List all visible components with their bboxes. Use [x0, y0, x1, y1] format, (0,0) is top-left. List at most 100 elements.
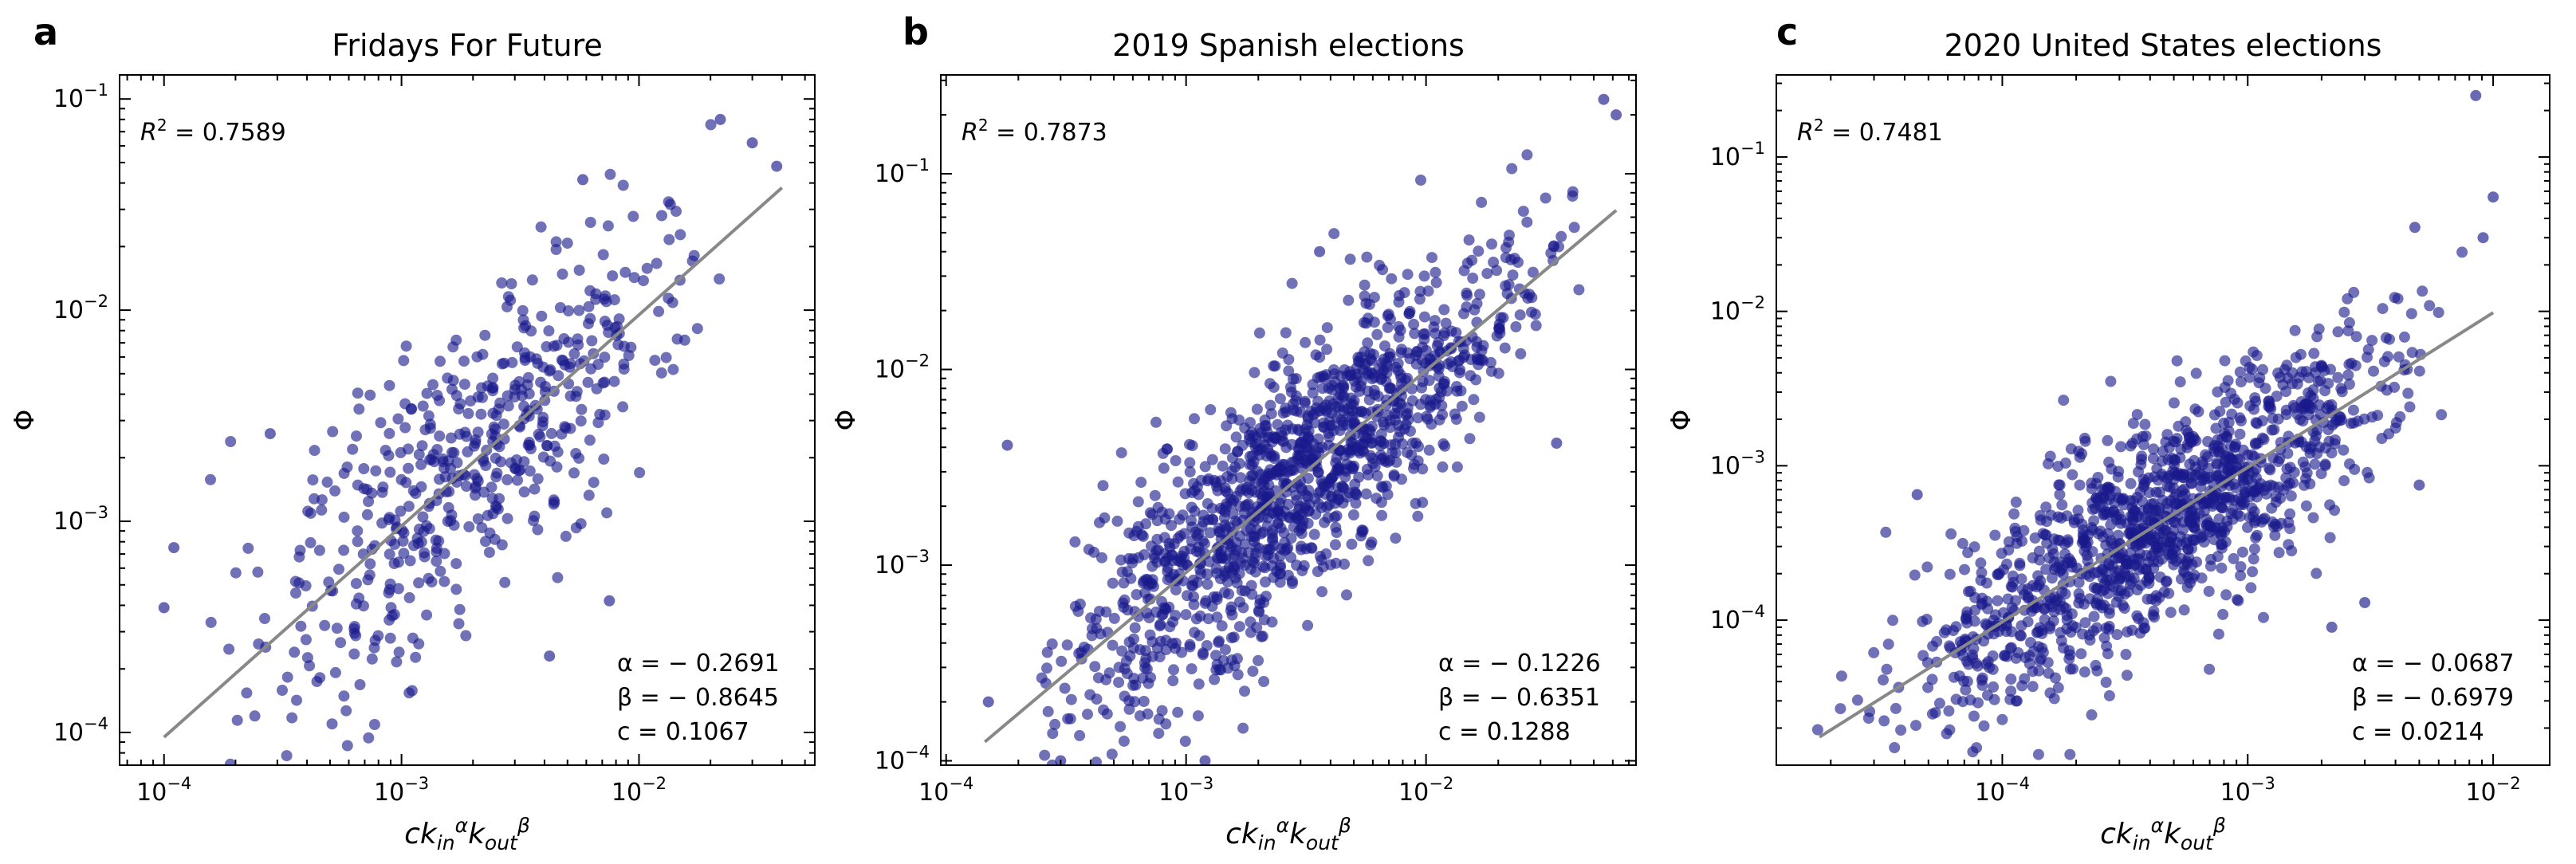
data-point [1921, 614, 1933, 625]
data-point [292, 799, 303, 811]
data-point [2244, 371, 2255, 383]
ticks [120, 75, 815, 766]
data-point [1059, 682, 1071, 694]
data-point [1347, 405, 1359, 417]
data-point [2125, 510, 2137, 522]
data-point [1889, 742, 1901, 753]
data-point [2105, 375, 2117, 387]
data-point [2098, 632, 2110, 644]
data-point [1100, 674, 1112, 685]
data-point [2036, 624, 2048, 636]
data-point [2183, 514, 2195, 526]
data-point [509, 462, 521, 474]
ticks [941, 75, 1636, 765]
data-point [1429, 315, 1441, 327]
data-point [1412, 412, 1424, 424]
data-point [2209, 490, 2221, 501]
data-point [2269, 529, 2281, 541]
data-point [1441, 385, 1453, 397]
data-point [600, 296, 612, 308]
data-point [1598, 93, 1610, 105]
data-point [2477, 232, 2489, 244]
data-point [1540, 192, 1551, 204]
x-tick-label: 10−2 [1398, 774, 1453, 807]
data-point [2348, 417, 2360, 429]
data-point [1393, 289, 1405, 301]
data-point [2234, 428, 2246, 440]
data-point [404, 555, 416, 567]
data-point [1911, 489, 1923, 501]
data-point [2185, 477, 2197, 489]
data-point [1344, 366, 1355, 378]
data-point [1153, 728, 1165, 740]
data-point [341, 461, 353, 473]
data-point [1316, 442, 1328, 454]
data-point [1992, 595, 2004, 607]
data-point [2146, 593, 2157, 605]
data-point [2146, 534, 2158, 546]
data-point [2329, 505, 2340, 516]
data-point [2273, 547, 2285, 559]
data-point [1210, 650, 1221, 662]
data-point [1108, 612, 1120, 624]
data-point [1176, 646, 1188, 658]
data-point [2143, 487, 2155, 498]
data-point [472, 475, 484, 487]
data-point [2304, 478, 2316, 490]
data-point [2189, 403, 2201, 415]
data-point [1851, 694, 1863, 706]
data-point [2322, 378, 2334, 390]
data-point [517, 314, 529, 326]
data-point [2165, 537, 2176, 548]
data-point [1041, 646, 1053, 658]
data-point [2362, 344, 2374, 355]
data-point [1233, 621, 1245, 633]
x-tick-label: 10−4 [918, 774, 973, 807]
data-point [1232, 669, 1244, 681]
data-point [1164, 621, 1176, 633]
data-point [2019, 673, 2031, 685]
data-point [667, 297, 678, 308]
data-point [259, 613, 270, 624]
data-point [1290, 489, 1302, 501]
y-tick-label: 10−3 [53, 503, 108, 536]
data-point [1318, 417, 1330, 429]
data-point [592, 359, 604, 371]
data-point [361, 509, 373, 520]
c-label: c = 0.1067 [617, 718, 749, 746]
data-point [2189, 469, 2201, 481]
data-point [482, 509, 494, 521]
data-point [584, 434, 596, 446]
data-point [2287, 378, 2298, 390]
data-point [1996, 713, 2008, 725]
data-point [2016, 583, 2028, 595]
data-point [2350, 331, 2362, 343]
data-point [462, 407, 474, 419]
data-point [1263, 479, 1275, 491]
data-point [2291, 409, 2303, 421]
data-point [458, 379, 470, 391]
x-tick-label: 10−3 [1158, 774, 1213, 807]
data-point [1361, 251, 1373, 263]
data-point [1944, 568, 1956, 580]
data-point [2062, 536, 2074, 548]
data-point [1046, 638, 1058, 650]
data-point [1137, 577, 1149, 589]
data-point [1184, 457, 1196, 469]
data-point [1957, 696, 1968, 708]
data-point [556, 268, 568, 280]
data-point [1415, 175, 1426, 186]
data-point [2253, 377, 2265, 389]
data-point [1380, 480, 1392, 492]
data-point [2247, 477, 2259, 489]
data-point [1146, 540, 1157, 552]
data-point [1485, 356, 1496, 368]
data-point [2235, 561, 2247, 572]
data-point [1072, 606, 1084, 617]
data-point [2281, 463, 2293, 475]
data-point [2127, 418, 2139, 430]
data-point [1467, 273, 1479, 284]
data-point [1968, 642, 1980, 654]
data-point [1083, 544, 1095, 556]
data-point [1091, 756, 1102, 765]
